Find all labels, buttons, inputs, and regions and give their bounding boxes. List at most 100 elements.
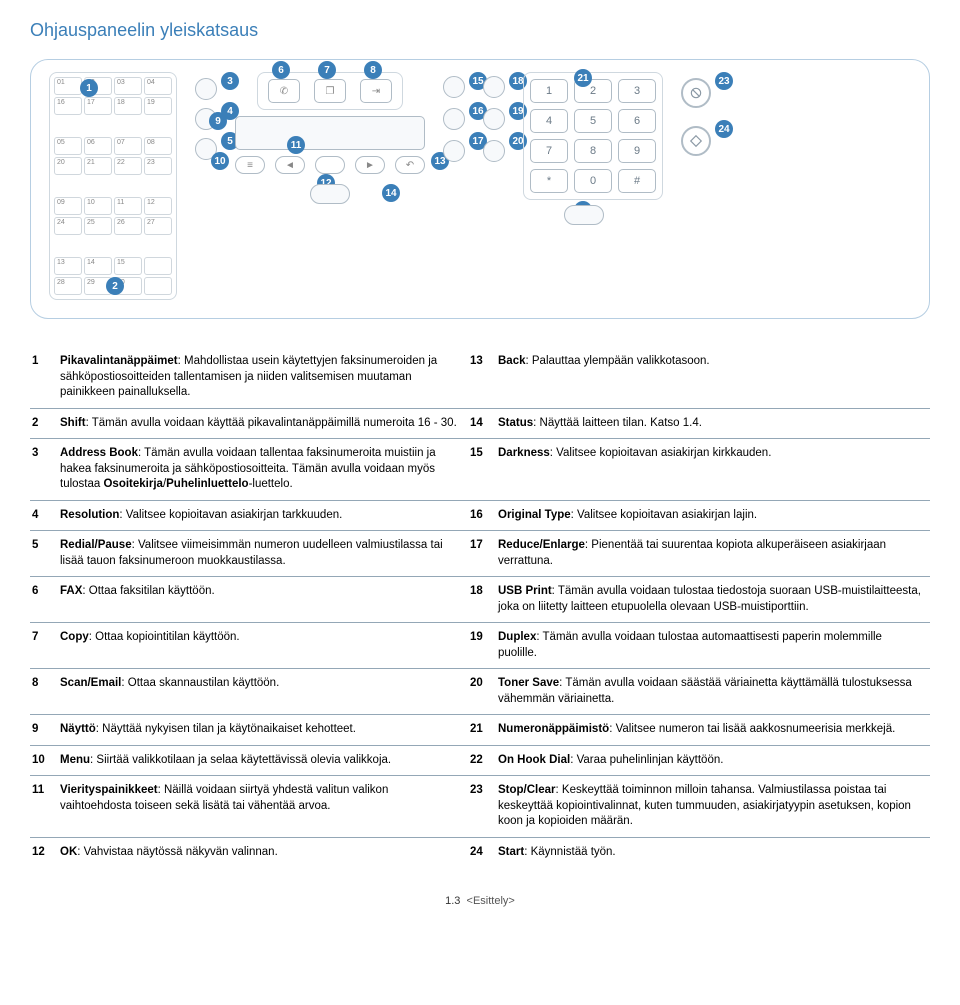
- table-row: 12OK: Vahvistaa näytössä näkyvän valinna…: [30, 837, 930, 867]
- legend-num-right: 13: [468, 347, 496, 408]
- legend-text-left: Resolution: Valitsee kopioitavan asiakir…: [58, 500, 468, 531]
- mode-buttons: ✆ ❐ ⇥ 6 7 8: [257, 72, 403, 110]
- fax-mode-button[interactable]: ✆: [268, 79, 300, 103]
- nav-row: ≡ ◄ ► ↶ 10 11 12 13: [235, 156, 425, 174]
- speed-dial-key[interactable]: 15: [114, 257, 142, 275]
- table-row: 11Vierityspainikkeet: Näillä voidaan sii…: [30, 776, 930, 838]
- legend-num-left: 6: [30, 577, 58, 623]
- original-type-button[interactable]: [443, 108, 465, 130]
- speed-dial-key[interactable]: 04: [144, 77, 172, 95]
- speed-dial-key[interactable]: 27: [144, 217, 172, 235]
- control-panel-diagram: 0102030416171819050607082021222309101112…: [30, 59, 930, 319]
- ok-button[interactable]: [315, 156, 345, 174]
- speed-dial-key[interactable]: 25: [84, 217, 112, 235]
- speed-dial-key[interactable]: 03: [114, 77, 142, 95]
- speed-dial-key[interactable]: 09: [54, 197, 82, 215]
- right-arrow-button[interactable]: ►: [355, 156, 385, 174]
- speed-dial-key[interactable]: 05: [54, 137, 82, 155]
- legend-text-left: Scan/Email: Ottaa skannaustilan käyttöön…: [58, 669, 468, 715]
- speed-dial-key[interactable]: 20: [54, 157, 82, 175]
- speed-dial-key[interactable]: 13: [54, 257, 82, 275]
- center-cluster: ✆ ❐ ⇥ 6 7 8 9 ≡ ◄ ► ↶ 10: [235, 72, 425, 204]
- keypad-key[interactable]: 4: [530, 109, 568, 133]
- legend-text-left: Menu: Siirtää valikkotilaan ja selaa käy…: [58, 745, 468, 776]
- speed-dial-key[interactable]: 23: [144, 157, 172, 175]
- legend-num-left: 9: [30, 715, 58, 746]
- speed-dial-key[interactable]: 01: [54, 77, 82, 95]
- speed-dial-key[interactable]: 19: [144, 97, 172, 115]
- speed-dial-key[interactable]: 17: [84, 97, 112, 115]
- scan-mode-button[interactable]: ⇥: [360, 79, 392, 103]
- on-hook-dial-button[interactable]: [564, 205, 604, 225]
- legend-text-right: Darkness: Valitsee kopioitavan asiakirja…: [496, 439, 930, 501]
- table-row: 10Menu: Siirtää valikkotilaan ja selaa k…: [30, 745, 930, 776]
- speed-dial-key[interactable]: 28: [54, 277, 82, 295]
- speed-dial-key[interactable]: 10: [84, 197, 112, 215]
- speed-dial-key[interactable]: 26: [114, 217, 142, 235]
- legend-text-right: USB Print: Tämän avulla voidaan tulostaa…: [496, 577, 930, 623]
- keypad-key[interactable]: 1: [530, 79, 568, 103]
- table-row: 5Redial/Pause: Valitsee viimeisimmän num…: [30, 531, 930, 577]
- speed-dial-key[interactable]: 18: [114, 97, 142, 115]
- usb-print-button[interactable]: [483, 76, 505, 98]
- darkness-button[interactable]: [443, 76, 465, 98]
- legend-num-right: 14: [468, 408, 496, 439]
- back-button[interactable]: ↶: [395, 156, 425, 174]
- legend-num-left: 5: [30, 531, 58, 577]
- keypad-key[interactable]: 8: [574, 139, 612, 163]
- callout-23: 23: [715, 72, 733, 90]
- speed-dial-key[interactable]: [144, 257, 172, 275]
- callout-11: 11: [287, 136, 305, 154]
- legend-num-right: 22: [468, 745, 496, 776]
- duplex-button[interactable]: [483, 108, 505, 130]
- legend-num-right: 24: [468, 837, 496, 867]
- toner-save-button[interactable]: [483, 140, 505, 162]
- speed-dial-key[interactable]: 21: [84, 157, 112, 175]
- speed-dial-key[interactable]: 24: [54, 217, 82, 235]
- legend-num-left: 7: [30, 623, 58, 669]
- table-row: 7Copy: Ottaa kopiointitilan käyttöön.19D…: [30, 623, 930, 669]
- callout-7: 7: [318, 61, 336, 79]
- speed-dial-key[interactable]: 08: [144, 137, 172, 155]
- callout-8: 8: [364, 61, 382, 79]
- reduce-enlarge-button[interactable]: [443, 140, 465, 162]
- start-button[interactable]: [681, 126, 711, 156]
- keypad-key[interactable]: 0: [574, 169, 612, 193]
- speed-dial-key[interactable]: 07: [114, 137, 142, 155]
- address-book-button[interactable]: [195, 78, 217, 100]
- right-button-stack-a: 15 16 17: [443, 72, 465, 162]
- keypad-key[interactable]: 7: [530, 139, 568, 163]
- keypad-key[interactable]: #: [618, 169, 656, 193]
- speed-dial-key[interactable]: 16: [54, 97, 82, 115]
- callout-2: 2: [106, 277, 124, 295]
- keypad-key[interactable]: 9: [618, 139, 656, 163]
- legend-num-right: 17: [468, 531, 496, 577]
- menu-button[interactable]: ≡: [235, 156, 265, 174]
- speed-dial-key[interactable]: 06: [84, 137, 112, 155]
- status-button[interactable]: [310, 184, 350, 204]
- legend-text-right: Back: Palauttaa ylempään valikkotasoon.: [496, 347, 930, 408]
- keypad-key[interactable]: 6: [618, 109, 656, 133]
- callout-1: 1: [80, 79, 98, 97]
- legend-text-right: Duplex: Tämän avulla voidaan tulostaa au…: [496, 623, 930, 669]
- keypad-key[interactable]: *: [530, 169, 568, 193]
- legend-text-left: OK: Vahvistaa näytössä näkyvän valinnan.: [58, 837, 468, 867]
- speed-dial-key[interactable]: 11: [114, 197, 142, 215]
- legend-num-right: 18: [468, 577, 496, 623]
- left-arrow-button[interactable]: ◄: [275, 156, 305, 174]
- legend-text-right: Stop/Clear: Keskeyttää toiminnon milloin…: [496, 776, 930, 838]
- speed-dial-key[interactable]: 22: [114, 157, 142, 175]
- speed-dial-key[interactable]: [144, 277, 172, 295]
- keypad-key[interactable]: 3: [618, 79, 656, 103]
- keypad-key[interactable]: 5: [574, 109, 612, 133]
- copy-mode-button[interactable]: ❐: [314, 79, 346, 103]
- table-row: 1Pikavalintanäppäimet: Mahdollistaa usei…: [30, 347, 930, 408]
- legend-num-right: 21: [468, 715, 496, 746]
- speed-dial-key[interactable]: 12: [144, 197, 172, 215]
- speed-dial-key[interactable]: 14: [84, 257, 112, 275]
- legend-text-right: Start: Käynnistää työn.: [496, 837, 930, 867]
- stop-clear-button[interactable]: [681, 78, 711, 108]
- legend-text-right: Numeronäppäimistö: Valitsee numeron tai …: [496, 715, 930, 746]
- callout-24: 24: [715, 120, 733, 138]
- legend-text-left: Pikavalintanäppäimet: Mahdollistaa usein…: [58, 347, 468, 408]
